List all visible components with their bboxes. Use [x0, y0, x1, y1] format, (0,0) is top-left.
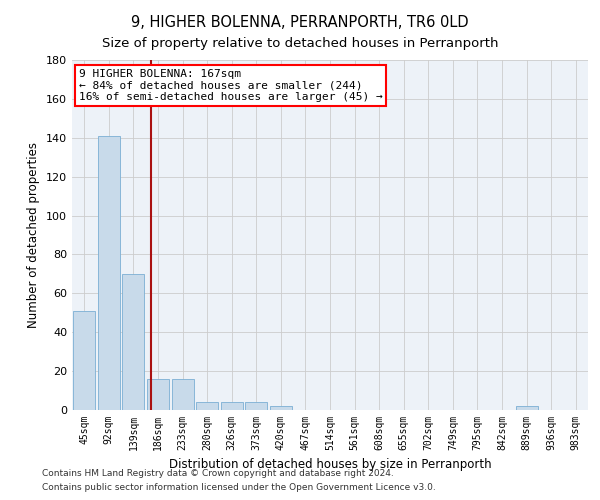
- Text: Contains HM Land Registry data © Crown copyright and database right 2024.: Contains HM Land Registry data © Crown c…: [42, 468, 394, 477]
- Bar: [73, 311, 95, 410]
- Bar: [147, 379, 169, 410]
- Bar: [98, 136, 120, 410]
- Bar: [270, 406, 292, 410]
- Text: 9 HIGHER BOLENNA: 167sqm
← 84% of detached houses are smaller (244)
16% of semi-: 9 HIGHER BOLENNA: 167sqm ← 84% of detach…: [79, 69, 382, 102]
- Y-axis label: Number of detached properties: Number of detached properties: [28, 142, 40, 328]
- Text: Size of property relative to detached houses in Perranporth: Size of property relative to detached ho…: [102, 38, 498, 51]
- Bar: [172, 379, 194, 410]
- Bar: [196, 402, 218, 410]
- Bar: [515, 406, 538, 410]
- Bar: [122, 274, 145, 410]
- X-axis label: Distribution of detached houses by size in Perranporth: Distribution of detached houses by size …: [169, 458, 491, 471]
- Bar: [245, 402, 268, 410]
- Text: Contains public sector information licensed under the Open Government Licence v3: Contains public sector information licen…: [42, 484, 436, 492]
- Text: 9, HIGHER BOLENNA, PERRANPORTH, TR6 0LD: 9, HIGHER BOLENNA, PERRANPORTH, TR6 0LD: [131, 15, 469, 30]
- Bar: [221, 402, 243, 410]
